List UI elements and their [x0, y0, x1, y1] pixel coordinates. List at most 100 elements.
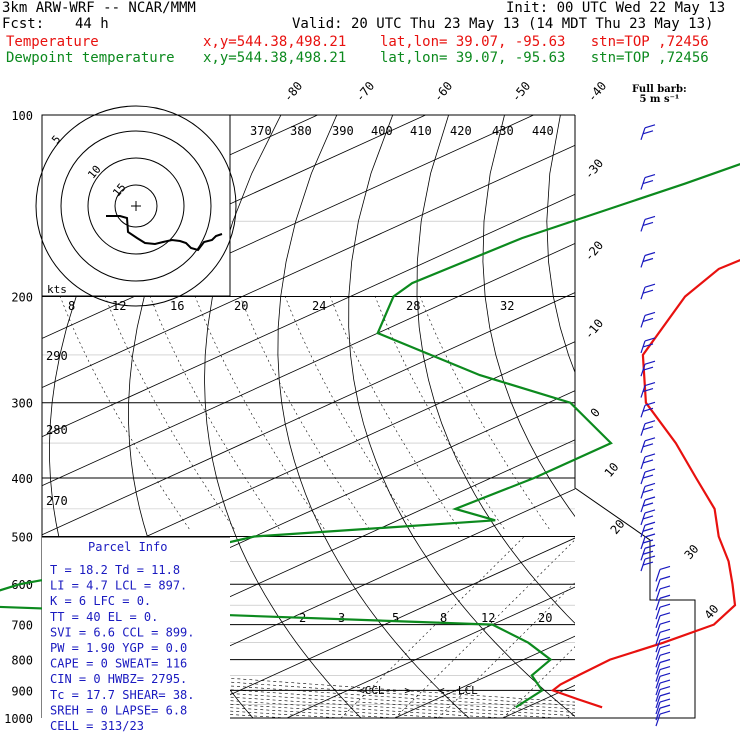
isotherm [42, 341, 575, 585]
wind-barb-flag [659, 612, 671, 617]
isotherm [42, 243, 575, 487]
moist-curve [104, 295, 236, 531]
wind-barb-flag [644, 453, 656, 458]
wind-barb-flag [659, 685, 671, 691]
wind-barb-flag [642, 527, 654, 532]
wind-barb-flag [642, 343, 654, 348]
isotherm [42, 144, 575, 388]
model-title: 3km ARW-WRF -- NCAR/MMM [2, 0, 196, 16]
isotherm [286, 586, 575, 718]
isotherm-label: -60 [431, 79, 456, 105]
wind-barb [655, 607, 661, 620]
wind-barb-flag [659, 644, 671, 649]
parcel-row: SREH = 0 LAPSE= 6.8 [50, 703, 187, 717]
wind-barb-flag [642, 366, 654, 371]
mixing-ratio-label: 16 [170, 299, 184, 313]
pressure-tick-label: 100 [11, 109, 33, 123]
wind-barb-flag [644, 251, 656, 257]
wind-barb-flag [642, 459, 654, 464]
mixing-ratio-label: 3 [338, 611, 345, 625]
dry-adiabat [546, 115, 575, 374]
wind-barb-flag [642, 289, 654, 294]
moist-adiabat [42, 668, 575, 703]
wind-barb-flag [659, 636, 671, 641]
isotherm-label: 30 [682, 542, 702, 562]
wind-barb-flag [644, 311, 656, 317]
wind-barb-flag [644, 509, 656, 514]
mixing-ratio-line [567, 710, 575, 718]
pressure-tick-label: 500 [11, 530, 33, 544]
mixing-ratio-label: 8 [68, 299, 75, 313]
parcel-row: PW = 1.90 YGP = 0.0 [50, 641, 187, 655]
moist-curve [149, 295, 281, 531]
isotherm [42, 292, 575, 536]
theta-label: 270 [46, 494, 68, 508]
dewpoint-series [0, 163, 740, 709]
wind-barb [655, 624, 661, 637]
mixing-ratio-label: 32 [500, 299, 514, 313]
wind-barb-flag [644, 174, 656, 179]
parcel-row: T = 18.2 Td = 11.8 [50, 563, 180, 577]
wind-barb [655, 695, 661, 709]
mixing-ratio-label: 24 [312, 299, 326, 313]
wind-barb-flag [644, 468, 656, 473]
forecast-label: Fcst: [2, 16, 45, 32]
theta-label: 430 [492, 124, 514, 138]
forecast-hours: 44 h [75, 16, 109, 32]
wind-barb-flag [659, 620, 671, 625]
wind-barb-flag [659, 672, 671, 677]
wind-barb-flag [659, 628, 671, 633]
pressure-tick-label: 800 [11, 654, 33, 668]
mixing-ratio-label: 12 [481, 611, 495, 625]
parcel-row: Tc = 17.7 SHEAR= 38. [50, 688, 195, 702]
dewpoint-line [0, 163, 740, 709]
wind-barb-flag [659, 603, 671, 608]
pressure-tick-label: 1000 [4, 712, 33, 726]
wind-barb [655, 713, 661, 727]
wind-barb-flag [642, 515, 654, 520]
dewpoint-legend: Dewpoint temperature [6, 50, 175, 66]
isotherm [178, 537, 575, 718]
wind-barb [655, 647, 661, 661]
temperature-legend: Temperature [6, 34, 99, 50]
moist-curve [59, 295, 191, 531]
isotherm-label: -40 [585, 79, 610, 105]
dry-adiabat [609, 115, 740, 718]
wind-barb-flag [642, 474, 654, 479]
wind-barb-flag [642, 539, 654, 544]
wind-barb [655, 588, 661, 602]
wind-barb-flag [644, 521, 656, 526]
wind-barb-flag [644, 437, 656, 442]
wind-barb [655, 689, 661, 702]
mixing-ratio-label: 20 [234, 299, 248, 313]
wind-barb [655, 632, 661, 645]
dry-adiabat [728, 115, 740, 718]
wind-barb-flag [659, 679, 671, 684]
wind-barb-flag [659, 665, 671, 671]
theta-label: 280 [46, 423, 68, 437]
parcel-row: SVI = 6.6 CCL = 899. [50, 625, 195, 639]
theta-label: 400 [371, 124, 393, 138]
wind-barb-flag [642, 180, 654, 185]
wind-barb-flag [644, 283, 656, 288]
wind-barb-flag [644, 482, 656, 487]
isotherm [611, 115, 740, 718]
dry-adiabat [204, 115, 362, 718]
ccl-label: <CCL-- > [358, 684, 411, 697]
wind-barbs [640, 124, 671, 727]
mixing-ratio-line [394, 539, 575, 718]
parcel-title: Parcel Info [88, 540, 167, 554]
wind-barb-flag [644, 555, 656, 560]
isotherm-label: -20 [582, 238, 607, 264]
wind-barb-flag [659, 565, 671, 570]
wind-barb-flag [642, 561, 654, 566]
wind-barb-flag [644, 215, 656, 221]
theta-label: 370 [250, 124, 272, 138]
parcel-row: LI = 4.7 LCL = 897. [50, 579, 187, 593]
mixing-ratio-line [340, 536, 525, 718]
wind-barb-flag [659, 594, 671, 599]
wind-barb-flag [659, 710, 671, 715]
wind-barb-flag [659, 704, 671, 709]
moist-curve [374, 295, 506, 531]
moist-curve [284, 295, 416, 531]
